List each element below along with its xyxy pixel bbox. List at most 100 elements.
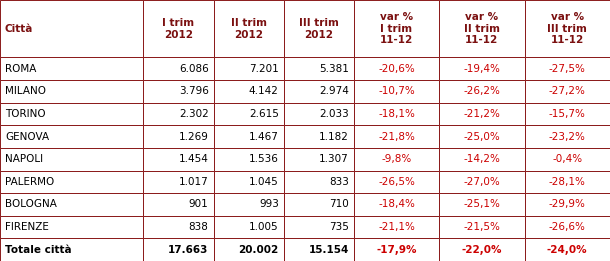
Bar — [0, 216, 143, 238]
Bar — [0, 103, 143, 125]
Bar — [439, 125, 525, 148]
Text: 17.663: 17.663 — [168, 245, 209, 255]
Bar — [214, 238, 284, 261]
Bar — [525, 238, 610, 261]
Text: 1.182: 1.182 — [319, 132, 349, 141]
Text: TORINO: TORINO — [5, 109, 46, 119]
Text: ROMA: ROMA — [5, 64, 36, 74]
Text: var %
I trim
11-12: var % I trim 11-12 — [380, 12, 413, 45]
Bar — [439, 103, 525, 125]
Text: 5.381: 5.381 — [319, 64, 349, 74]
Text: 6.086: 6.086 — [179, 64, 209, 74]
Bar — [143, 193, 214, 216]
Text: III trim
2012: III trim 2012 — [299, 18, 339, 39]
Text: -29,9%: -29,9% — [549, 199, 586, 209]
Bar — [354, 80, 439, 103]
Bar — [284, 103, 354, 125]
Text: -21,2%: -21,2% — [464, 109, 500, 119]
Text: -25,1%: -25,1% — [464, 199, 500, 209]
Text: -27,5%: -27,5% — [549, 64, 586, 74]
Text: var %
III trim
11-12: var % III trim 11-12 — [547, 12, 587, 45]
Text: -20,6%: -20,6% — [378, 64, 415, 74]
Bar — [214, 0, 284, 57]
Bar — [354, 148, 439, 170]
Text: -15,7%: -15,7% — [549, 109, 586, 119]
Text: FIRENZE: FIRENZE — [5, 222, 49, 232]
Text: -24,0%: -24,0% — [547, 245, 587, 255]
Text: -17,9%: -17,9% — [376, 245, 417, 255]
Text: MILANO: MILANO — [5, 86, 46, 96]
Bar — [525, 148, 610, 170]
Text: -25,0%: -25,0% — [464, 132, 500, 141]
Text: 15.154: 15.154 — [309, 245, 349, 255]
Bar — [214, 57, 284, 80]
Text: 838: 838 — [188, 222, 209, 232]
Text: 735: 735 — [329, 222, 349, 232]
Bar — [439, 0, 525, 57]
Text: -27,2%: -27,2% — [549, 86, 586, 96]
Bar — [525, 80, 610, 103]
Bar — [354, 193, 439, 216]
Text: I trim
2012: I trim 2012 — [162, 18, 195, 39]
Bar — [214, 148, 284, 170]
Text: II trim
2012: II trim 2012 — [231, 18, 267, 39]
Bar — [0, 238, 143, 261]
Bar — [284, 238, 354, 261]
Text: -23,2%: -23,2% — [549, 132, 586, 141]
Bar — [143, 170, 214, 193]
Text: 1.536: 1.536 — [249, 154, 279, 164]
Bar — [439, 80, 525, 103]
Text: 1.454: 1.454 — [179, 154, 209, 164]
Text: 1.307: 1.307 — [319, 154, 349, 164]
Bar — [143, 238, 214, 261]
Text: 1.467: 1.467 — [249, 132, 279, 141]
Text: 710: 710 — [329, 199, 349, 209]
Bar — [354, 216, 439, 238]
Text: Città: Città — [5, 24, 34, 34]
Text: GENOVA: GENOVA — [5, 132, 49, 141]
Text: 2.615: 2.615 — [249, 109, 279, 119]
Text: -26,6%: -26,6% — [549, 222, 586, 232]
Text: 2.974: 2.974 — [319, 86, 349, 96]
Text: -21,5%: -21,5% — [464, 222, 500, 232]
Bar — [525, 170, 610, 193]
Bar — [0, 57, 143, 80]
Bar — [284, 57, 354, 80]
Bar — [143, 125, 214, 148]
Bar — [284, 216, 354, 238]
Bar — [0, 0, 143, 57]
Bar — [439, 238, 525, 261]
Bar — [143, 0, 214, 57]
Text: 901: 901 — [189, 199, 209, 209]
Text: 20.002: 20.002 — [239, 245, 279, 255]
Text: 7.201: 7.201 — [249, 64, 279, 74]
Text: -18,4%: -18,4% — [378, 199, 415, 209]
Bar — [525, 57, 610, 80]
Bar — [354, 238, 439, 261]
Bar — [439, 170, 525, 193]
Bar — [525, 125, 610, 148]
Bar — [284, 125, 354, 148]
Text: -0,4%: -0,4% — [552, 154, 583, 164]
Bar — [354, 57, 439, 80]
Text: 1.005: 1.005 — [249, 222, 279, 232]
Bar — [0, 193, 143, 216]
Text: 993: 993 — [259, 199, 279, 209]
Text: var %
II trim
11-12: var % II trim 11-12 — [464, 12, 500, 45]
Bar — [354, 170, 439, 193]
Bar — [525, 0, 610, 57]
Bar — [143, 103, 214, 125]
Bar — [439, 57, 525, 80]
Bar — [284, 80, 354, 103]
Text: -22,0%: -22,0% — [462, 245, 502, 255]
Text: NAPOLI: NAPOLI — [5, 154, 43, 164]
Bar — [284, 0, 354, 57]
Bar — [354, 125, 439, 148]
Bar — [214, 216, 284, 238]
Text: -19,4%: -19,4% — [464, 64, 500, 74]
Text: -14,2%: -14,2% — [464, 154, 500, 164]
Bar — [439, 193, 525, 216]
Bar — [354, 103, 439, 125]
Text: -26,5%: -26,5% — [378, 177, 415, 187]
Bar — [525, 193, 610, 216]
